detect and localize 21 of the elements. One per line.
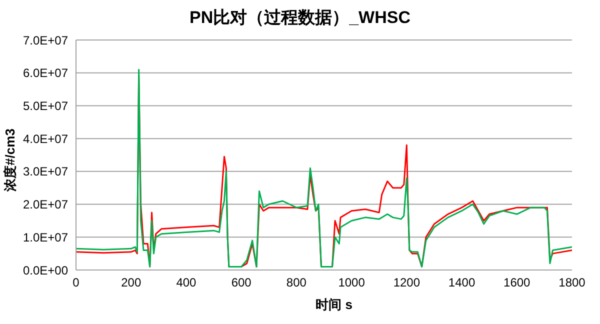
x-tick-label: 0: [72, 276, 80, 290]
x-tick-label: 1400: [448, 276, 476, 290]
y-axis-title: 浓度#/cm3: [1, 128, 18, 192]
x-tick-label: 1000: [338, 276, 366, 290]
y-tick-label: 6.0E+07: [22, 66, 68, 80]
chart-title: PN比对（过程数据）_WHSC: [188, 7, 412, 29]
x-tick-label: 1200: [393, 276, 420, 290]
y-tick-label: 3.0E+07: [22, 164, 68, 179]
x-tick-label: 1600: [504, 276, 531, 290]
y-tick-label: 1.0E+07: [22, 230, 68, 244]
x-tick-label: 1800: [558, 276, 586, 290]
y-tick-label: 4.0E+07: [22, 132, 68, 146]
x-tick-label: 200: [121, 276, 142, 290]
y-tick-label: 7.0E+07: [22, 33, 68, 48]
x-tick-label: 800: [286, 276, 307, 290]
y-tick-label: 0.0E+00: [22, 263, 68, 278]
y-tick-label: 2.0E+07: [22, 198, 68, 212]
y-tick-label: 5.0E+07: [22, 98, 68, 113]
x-tick-label: 600: [231, 276, 252, 290]
x-tick-label: 400: [176, 276, 197, 290]
x-axis-title: 时间 s: [314, 296, 354, 314]
